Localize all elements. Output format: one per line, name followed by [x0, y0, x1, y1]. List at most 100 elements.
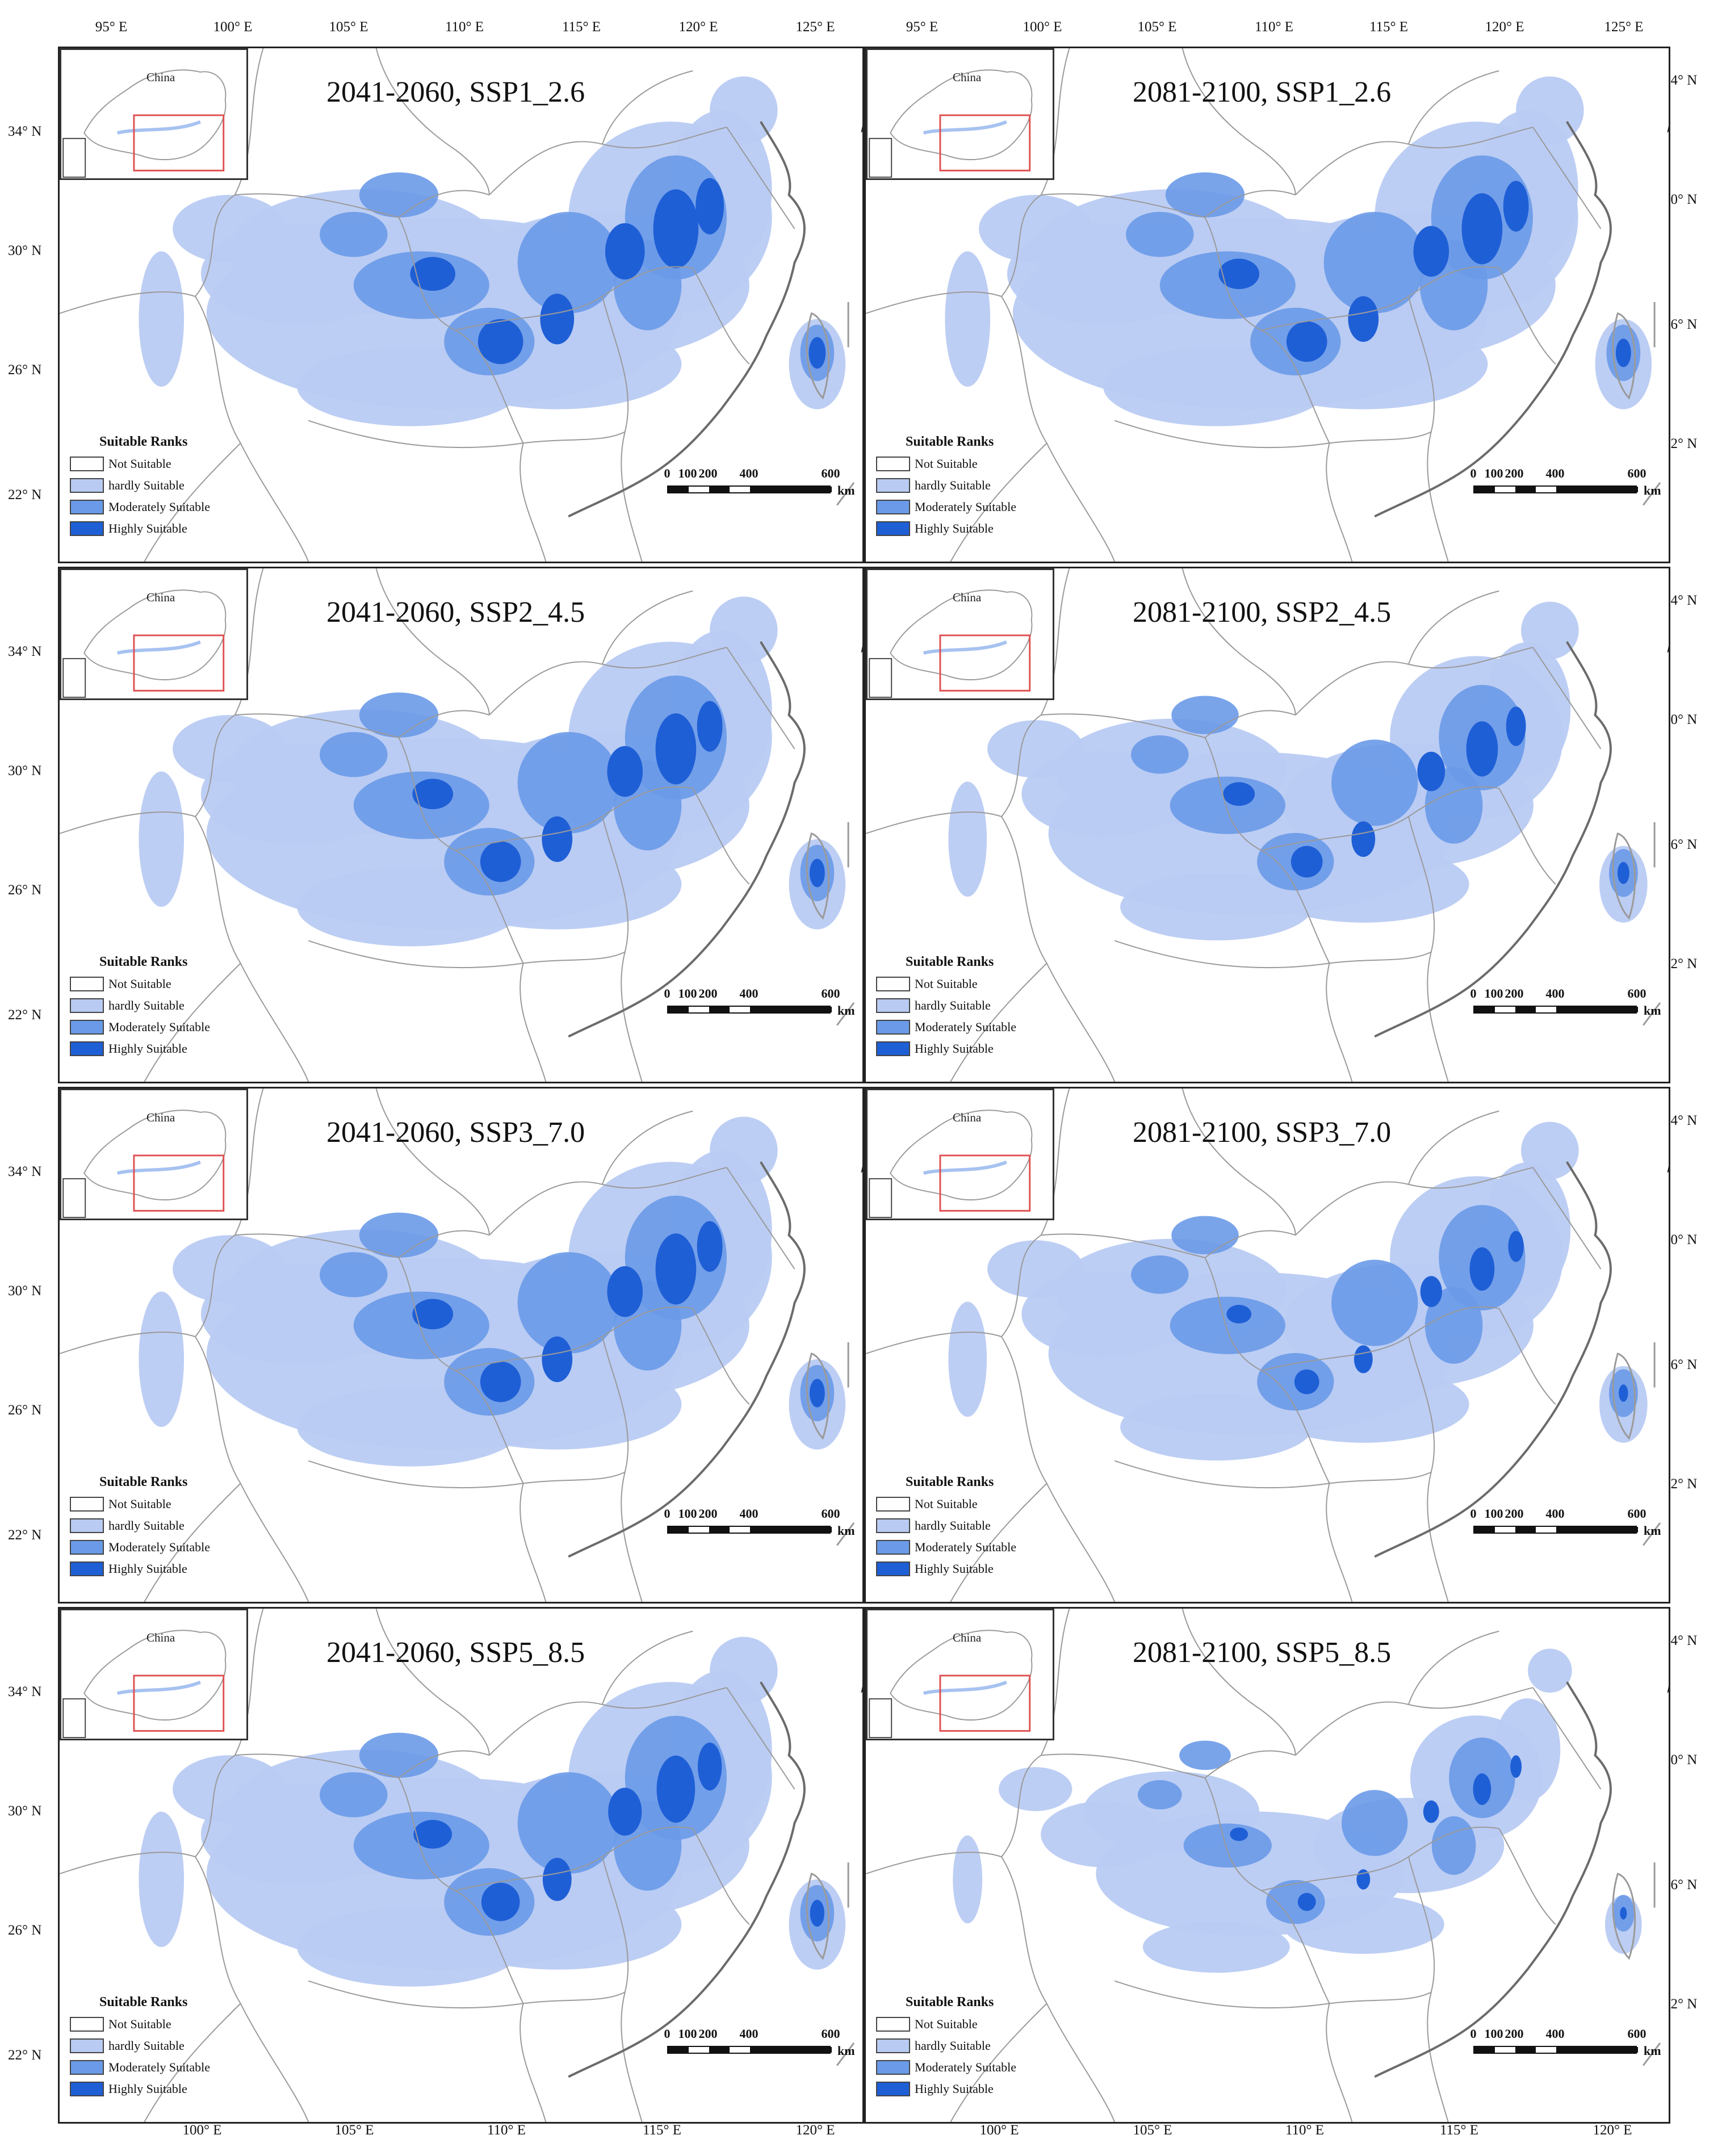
legend-swatch: [70, 457, 104, 471]
legend-item: hardly Suitable: [65, 1516, 253, 1538]
highly-suitable-area: [410, 178, 826, 369]
legend-label: Moderately Suitable: [915, 2060, 1017, 2074]
legend-swatch: [876, 1041, 910, 1056]
china-inset-map: China: [60, 568, 248, 700]
nine-dash-line: [1642, 1002, 1661, 1026]
panel-title: 2081-2100, SSP1_2.6: [1133, 76, 1392, 108]
scale-label: 200: [1505, 1506, 1524, 1521]
study-area-box: [939, 634, 1031, 692]
axis-top-label: 125° E: [1604, 19, 1644, 35]
axis-bottom-label: 105° E: [334, 2122, 374, 2138]
legend: Suitable Ranks Not Suitable hardly Suitab…: [65, 954, 253, 1061]
legend-swatch: [876, 500, 910, 514]
scale-label: 400: [1545, 1506, 1565, 1521]
highly-suitable-area: [413, 1742, 825, 1927]
north-arrow-icon: [861, 1166, 862, 1174]
axis-top-label: 95° E: [906, 19, 938, 35]
legend-title: Suitable Ranks: [906, 434, 994, 449]
south-china-sea-box: [869, 1178, 893, 1219]
legend-item: hardly Suitable: [872, 996, 1059, 1018]
province-boundaries: [866, 568, 1602, 1082]
legend-label: Not Suitable: [108, 977, 171, 991]
legend-swatch: [876, 521, 910, 536]
legend-label: hardly Suitable: [108, 2038, 185, 2053]
china-inset-map: China: [866, 48, 1054, 180]
legend-swatch: [70, 1561, 104, 1576]
legend-swatch: [876, 2017, 910, 2032]
highly-suitable-area: [1230, 1755, 1627, 1920]
scale-unit: km: [1644, 2044, 1661, 2058]
panel-title: 2041-2060, SSP5_8.5: [326, 1636, 585, 1669]
axis-left-label: 22° N: [8, 1527, 42, 1543]
scale-label: 0: [664, 2027, 671, 2041]
axis-left-label: 22° N: [8, 2048, 42, 2063]
legend-swatch: [876, 457, 910, 471]
legend: Suitable Ranks Not Suitable hardly Suitab…: [872, 1475, 1059, 1581]
south-china-sea-box: [62, 658, 86, 698]
legend-swatch: [876, 2038, 910, 2053]
axis-top-label: 120° E: [1485, 19, 1524, 35]
inset-label: China: [953, 1631, 982, 1644]
legend-item: Moderately Suitable: [872, 1018, 1059, 1039]
scale-segment: [668, 487, 689, 492]
north-arrow-icon: [1667, 125, 1669, 133]
legend-item: Highly Suitable: [872, 519, 1059, 541]
axis-left-label: 30° N: [8, 243, 42, 258]
legend-title: Suitable Ranks: [99, 434, 188, 449]
legend-item: Moderately Suitable: [65, 497, 253, 519]
scale-bar: 0 100 200 400 600 km: [664, 466, 855, 506]
inset-label: China: [146, 591, 175, 604]
legend-label: Highly Suitable: [915, 1561, 994, 1576]
scale-label: 400: [739, 466, 759, 480]
study-area-box: [939, 114, 1031, 171]
scale-label: 0: [664, 466, 671, 480]
suitability-map: [866, 568, 1661, 1082]
legend-item: Moderately Suitable: [872, 497, 1059, 519]
legend-items: Not Suitable hardly Suitable Moderately Su…: [65, 2015, 253, 2101]
scale-label: 200: [1505, 2027, 1524, 2041]
axis-left-label: 22° N: [8, 487, 42, 503]
scale-segment: [1515, 487, 1536, 492]
nine-dash-line: [836, 482, 855, 506]
south-china-sea-box: [62, 1698, 86, 1739]
axis-top-label: 115° E: [562, 19, 601, 35]
north-arrow-icon: [861, 1686, 862, 1694]
scale-unit: km: [1644, 483, 1661, 497]
axis-bottom-label: 100° E: [979, 2122, 1019, 2138]
scale-bar: 0 100 200 400 600 km: [1470, 466, 1661, 506]
legend-item: hardly Suitable: [872, 476, 1059, 497]
south-china-sea-box: [869, 658, 893, 698]
coastline: [1374, 641, 1612, 1038]
legend-label: hardly Suitable: [108, 478, 185, 492]
inset-suitable-area: [923, 120, 1007, 135]
north-arrow-icon: [1667, 1686, 1669, 1694]
legend-swatch: [70, 1020, 104, 1035]
scale-label: 400: [1545, 986, 1565, 1000]
legend-item: Highly Suitable: [65, 519, 253, 541]
legend-swatch: [876, 977, 910, 991]
axis-top-label: 125° E: [795, 19, 835, 35]
scale-label: 200: [698, 1506, 718, 1521]
legend: Suitable Ranks Not Suitable hardly Suitab…: [65, 1995, 253, 2101]
moderately-suitable-area: [1126, 155, 1641, 382]
legend-items: Not Suitable hardly Suitable Moderately Su…: [872, 974, 1059, 1061]
highly-suitable-area: [1223, 706, 1629, 884]
scale-segment: [1474, 2047, 1495, 2053]
legend-label: Highly Suitable: [108, 2082, 187, 2096]
map-panel-7: China 2041-2060, SSP5_8.5 N Suitable Ran…: [58, 1607, 864, 2124]
china-inset-map: China: [866, 1089, 1054, 1220]
legend-label: hardly Suitable: [915, 1518, 991, 1533]
taiwan-outline: [806, 1352, 830, 1440]
nine-dash-line: [836, 1522, 855, 1546]
suitability-map: [60, 1089, 855, 1602]
north-label: N: [1668, 1103, 1669, 1125]
suitability-map: [60, 568, 855, 1082]
legend-swatch: [70, 521, 104, 536]
scale-unit: km: [1644, 1523, 1661, 1538]
inset-label: China: [953, 591, 982, 604]
scale-bar: 0 100 200 400 600 km: [664, 986, 855, 1026]
scale-label: 100: [678, 466, 697, 480]
scale-label: 0: [664, 986, 671, 1000]
china-outline: [869, 589, 1033, 698]
inset-label: China: [146, 1631, 175, 1644]
